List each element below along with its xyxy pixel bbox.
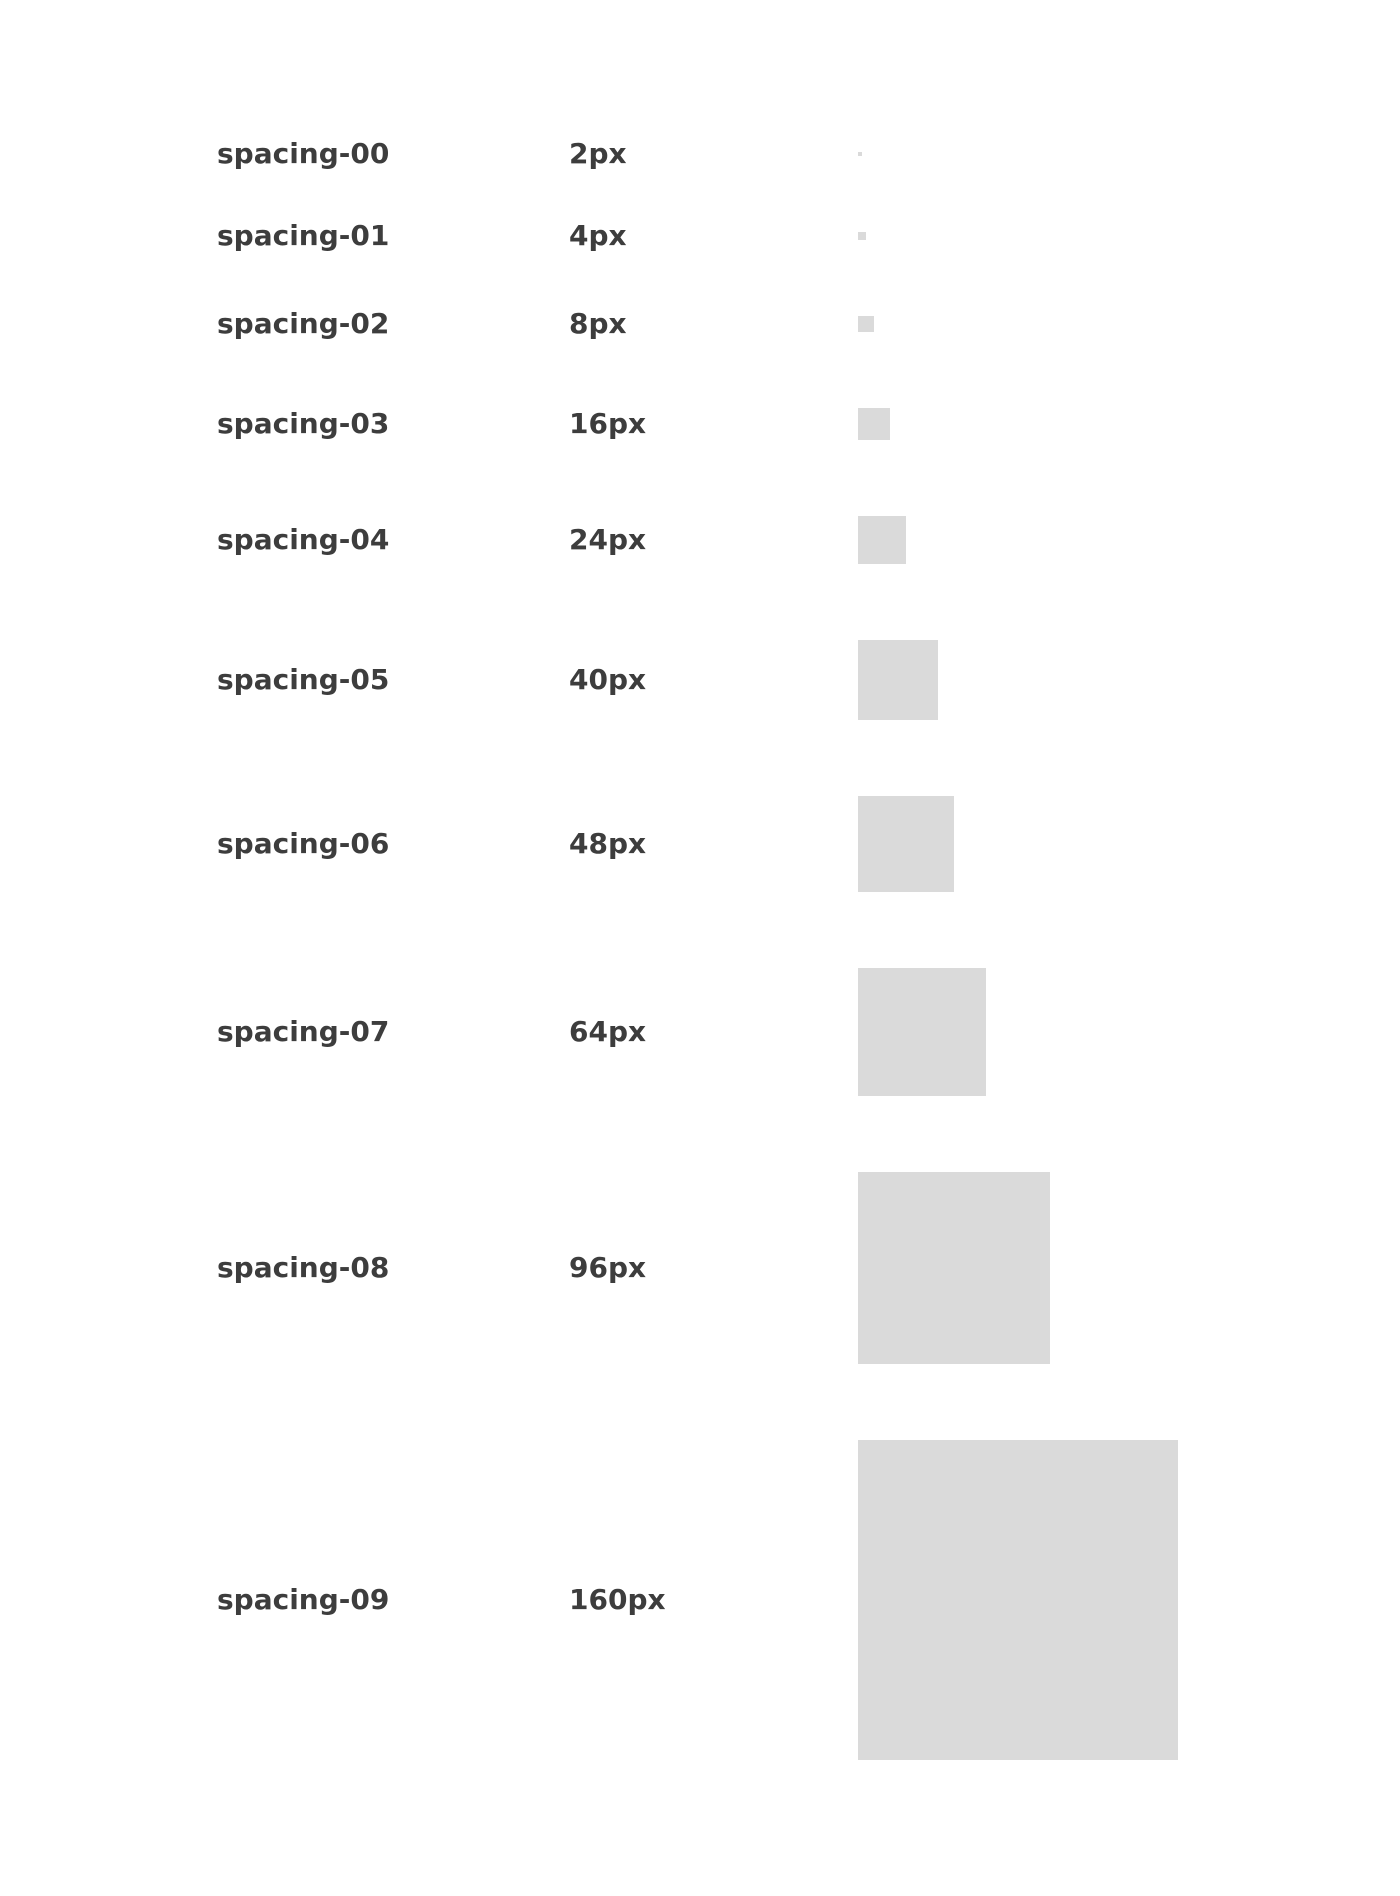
spacing-row: spacing-02 8px: [0, 278, 1400, 370]
spacing-row: spacing-05 40px: [0, 602, 1400, 758]
spacing-row: spacing-04 24px: [0, 478, 1400, 602]
spacing-row: spacing-08 96px: [0, 1134, 1400, 1402]
spacing-row: spacing-06 48px: [0, 758, 1400, 930]
spacing-swatch: [858, 516, 906, 564]
spacing-swatch: [858, 1440, 1178, 1760]
spacing-row: spacing-03 16px: [0, 370, 1400, 478]
spacing-list: spacing-00 2px spacing-01 4px spacing-02 8px s…: [0, 114, 1400, 1798]
spacing-swatch: [858, 1172, 1050, 1364]
spacing-swatch: [858, 152, 862, 156]
spacing-swatch: [858, 968, 986, 1096]
spacing-swatch: [858, 796, 954, 892]
spacing-swatch: [858, 316, 874, 332]
spacing-swatch: [858, 232, 866, 240]
spacing-row: spacing-00 2px: [0, 114, 1400, 194]
spacing-row: spacing-07 64px: [0, 930, 1400, 1134]
spacing-swatch: [858, 640, 938, 720]
spacing-row: spacing-09 160px: [0, 1402, 1400, 1798]
spacing-row: spacing-01 4px: [0, 194, 1400, 278]
spacing-swatch: [858, 408, 890, 440]
